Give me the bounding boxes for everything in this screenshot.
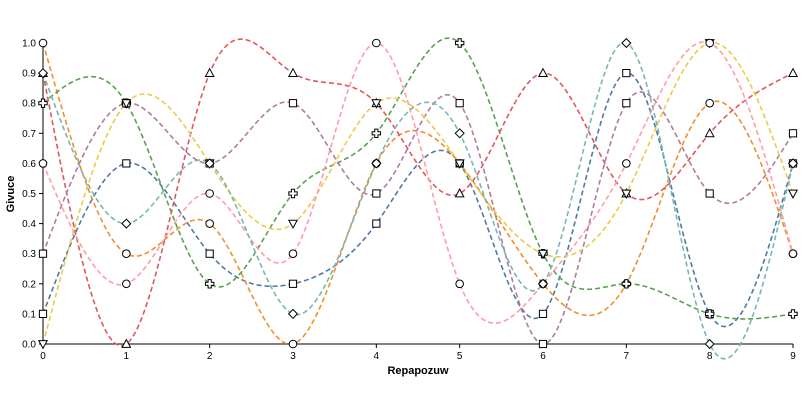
series-4-marker (204, 67, 215, 77)
series-8-marker (37, 67, 49, 79)
series-2-marker (705, 98, 714, 108)
series-1-marker (38, 309, 48, 318)
series-3-marker (204, 279, 215, 289)
series-3-marker (788, 309, 798, 319)
series-3-marker (621, 279, 632, 289)
series-3-marker (38, 98, 48, 108)
x-axis-title: Repapozuw (387, 365, 449, 377)
x-tick-label: 9 (790, 351, 796, 362)
series-6-marker (537, 249, 549, 260)
markers-layer (37, 37, 799, 350)
x-tick-label: 5 (457, 351, 463, 362)
series-5-marker (288, 99, 298, 108)
x-tick-label: 0 (40, 351, 46, 362)
series-7-marker (288, 249, 298, 258)
x-tick-label: 7 (624, 351, 630, 362)
y-tick-label: 0.0 (22, 340, 36, 351)
y-tick-label: 0.5 (22, 189, 36, 200)
series-line-7 (42, 41, 794, 324)
series-line-6 (42, 41, 794, 345)
series-7-marker (122, 279, 131, 289)
series-line-2 (42, 42, 794, 346)
y-tick-label: 0.1 (22, 309, 36, 320)
series-7-marker (38, 159, 48, 168)
series-line-1 (42, 72, 794, 328)
y-tick-label: 0.4 (22, 219, 36, 230)
x-tick-label: 6 (540, 351, 546, 362)
series-8-marker (287, 308, 299, 320)
y-tick-label: 0.9 (22, 69, 36, 80)
series-6-marker (287, 219, 299, 230)
series-7-marker (372, 38, 381, 48)
y-tick-label: 0.6 (22, 159, 36, 170)
series-line-4 (42, 38, 794, 347)
series-6-marker (371, 99, 382, 109)
x-tick-label: 3 (290, 351, 296, 362)
series-6-marker (121, 99, 132, 109)
x-tick-label: 8 (707, 351, 713, 362)
series-7-marker (205, 189, 214, 198)
series-2-marker (205, 219, 214, 228)
series-7-marker (705, 38, 714, 48)
series-1-marker (372, 219, 381, 228)
series-3-marker (454, 38, 465, 48)
series-1-marker (288, 279, 298, 288)
series-4-marker (287, 67, 299, 77)
x-tick-label: 2 (207, 351, 213, 362)
series-8-marker (121, 218, 132, 229)
series-6-marker (621, 189, 632, 199)
series-line-3 (42, 37, 794, 320)
series-5-marker (38, 249, 48, 258)
x-tick-label: 1 (124, 351, 130, 362)
series-1-marker (122, 159, 131, 168)
series-5-marker (705, 189, 714, 198)
series-4-marker (121, 338, 132, 348)
series-1-marker (538, 309, 548, 318)
series-8-marker (621, 37, 632, 49)
series-1-marker (622, 69, 631, 78)
series-8-marker (537, 278, 549, 289)
ticks-layer: 0 1 2 3 4 5 6 7 8 9 0.0 0.1 0.2 0.3 0.4 0.5 0.6 0.7 0.8 0.9… (22, 39, 796, 363)
series-4-marker (537, 67, 549, 77)
y-tick-label: 0.8 (22, 99, 36, 110)
series-7-marker (622, 159, 631, 168)
series-lines-layer (42, 37, 794, 360)
series-7-marker (455, 279, 464, 289)
series-4-marker (704, 127, 715, 138)
series-2-marker (288, 339, 298, 349)
series-6-marker (787, 189, 799, 199)
series-5-marker (538, 339, 548, 349)
series-1-marker (205, 249, 214, 258)
y-axis-title: Givuce (5, 176, 17, 213)
series-3-marker (288, 188, 298, 199)
y-tick-label: 0.7 (22, 129, 36, 140)
y-tick-label: 0.3 (22, 249, 36, 260)
series-8-marker (454, 128, 465, 139)
series-5-marker (622, 99, 631, 108)
series-5-marker (372, 189, 381, 198)
series-7-marker (788, 249, 798, 258)
series-2-marker (38, 38, 48, 48)
series-8-marker (204, 158, 215, 169)
series-8-marker (704, 338, 715, 350)
series-8-marker (371, 158, 382, 169)
series-6-marker (454, 159, 465, 169)
series-line-5 (42, 91, 794, 345)
axes-layer (42, 43, 793, 345)
series-6-marker (37, 340, 49, 350)
series-3-marker (704, 309, 715, 319)
series-4-marker (787, 67, 799, 77)
series-5-marker (455, 99, 464, 108)
y-tick-label: 1.0 (22, 39, 36, 50)
series-3-marker (371, 128, 382, 138)
y-tick-label: 0.2 (22, 279, 36, 290)
series-5-marker (788, 129, 798, 138)
series-4-marker (454, 188, 465, 198)
x-tick-label: 4 (374, 351, 380, 362)
series-line-8 (42, 41, 794, 360)
series-2-marker (122, 249, 131, 258)
series-8-marker (787, 158, 799, 169)
